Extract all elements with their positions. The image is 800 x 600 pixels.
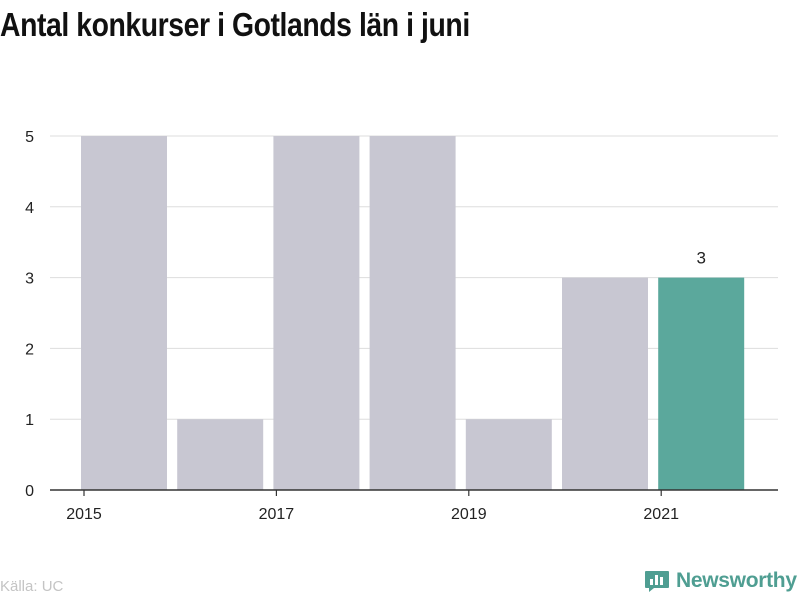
y-tick-label: 2 [25, 341, 34, 358]
y-tick-label: 3 [25, 271, 34, 288]
chart-title: Antal konkurser i Gotlands län i juni [0, 6, 470, 43]
newsworthy-logo-icon [645, 571, 669, 592]
y-tick-label: 0 [25, 483, 34, 500]
x-axis [50, 489, 778, 496]
x-tick-label: 2017 [259, 506, 295, 523]
y-tick-label: 4 [25, 200, 34, 217]
brand-name: Newsworthy [676, 569, 797, 592]
brand-logo[interactable]: Newsworthy [644, 568, 797, 594]
x-tick-label: 2019 [451, 506, 487, 523]
source-note: Källa: UC [0, 578, 64, 595]
bar-2021 [658, 277, 745, 490]
y-tick-label: 5 [25, 129, 34, 146]
bar-2016 [177, 419, 264, 490]
bar-2018 [369, 136, 456, 490]
data-labels: 3 [696, 249, 705, 268]
data-label: 3 [696, 249, 705, 268]
x-axis-tick-labels: 2015 2017 2019 2021 [66, 506, 679, 523]
bar-2017 [273, 136, 360, 490]
bars [81, 136, 745, 490]
y-tick-label: 1 [25, 412, 34, 429]
bar-2020 [562, 277, 648, 490]
y-axis-tick-labels: 0 1 2 3 4 5 [25, 129, 34, 500]
x-tick-label: 2015 [66, 506, 102, 523]
bar-2019 [465, 419, 552, 490]
x-tick-label: 2021 [643, 506, 679, 523]
bar-2015 [81, 136, 167, 490]
